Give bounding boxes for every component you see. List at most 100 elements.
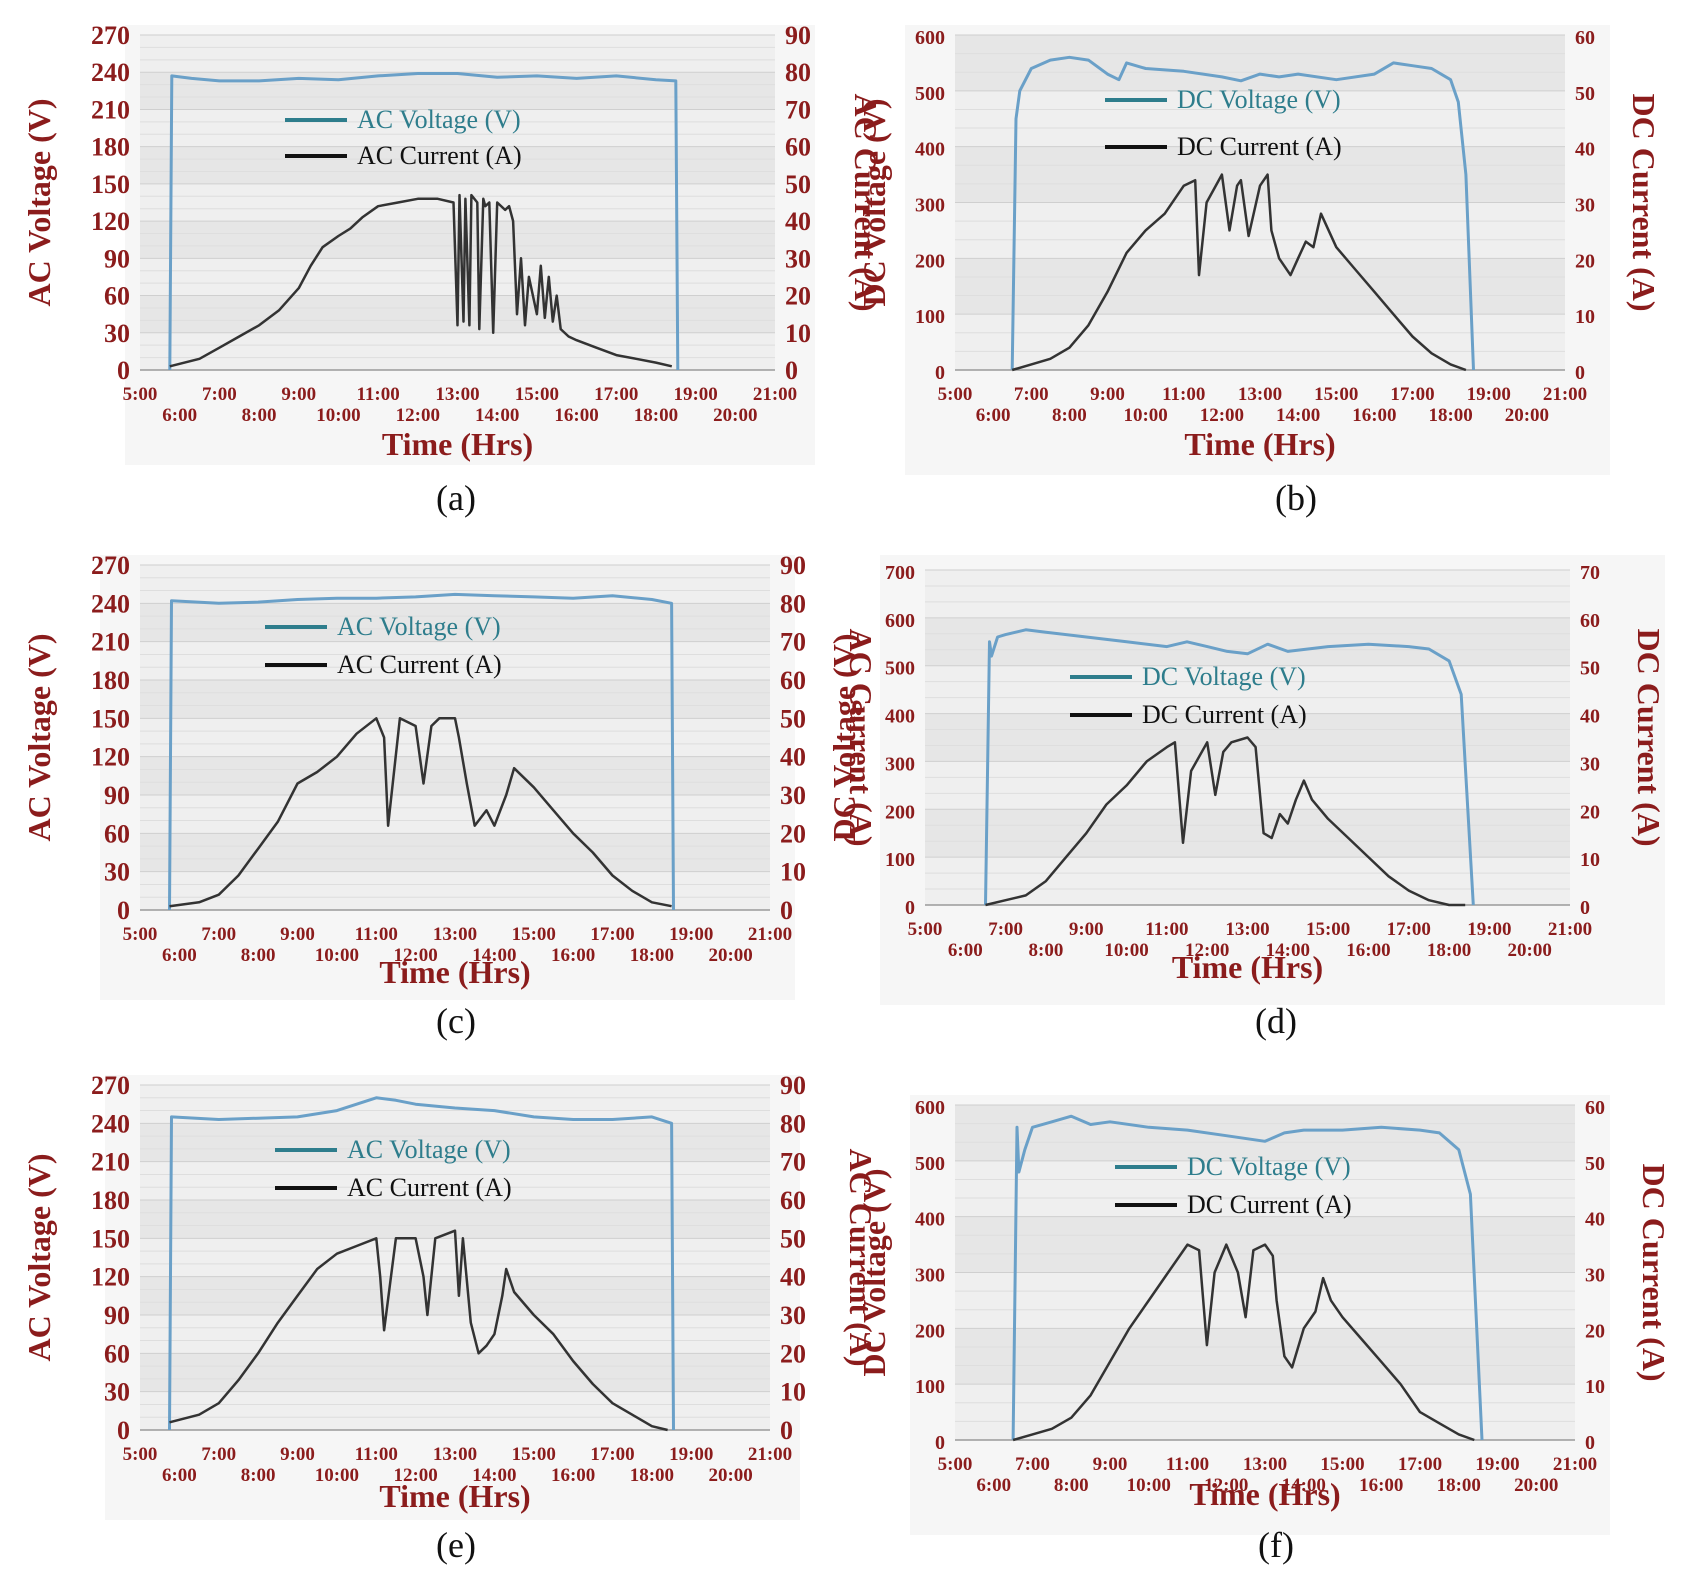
y-left-tick-label: 500 bbox=[885, 658, 915, 680]
x-axis-title: Time (Hrs) bbox=[1184, 426, 1335, 462]
grid-band bbox=[925, 713, 1570, 730]
y-left-tick-label: 300 bbox=[915, 195, 945, 217]
grid-band bbox=[140, 1378, 770, 1392]
series-line-voltage bbox=[168, 72, 680, 371]
y-right-tick-label: 0 bbox=[785, 356, 798, 385]
x-tick-label: 14:00 bbox=[1282, 1475, 1326, 1496]
x-tick-label: 16:00 bbox=[554, 405, 598, 426]
x-tick-label: 11:00 bbox=[355, 924, 398, 945]
grid-band bbox=[140, 756, 770, 770]
x-tick-label: 17:00 bbox=[590, 1444, 634, 1465]
x-tick-label: 16:00 bbox=[551, 945, 595, 966]
y-left-tick-label: 400 bbox=[915, 139, 945, 161]
x-axis-title: Time (Hrs) bbox=[382, 426, 533, 462]
x-tick-label: 21:00 bbox=[1543, 384, 1587, 405]
x-tick-label: 18:00 bbox=[630, 945, 674, 966]
y-right-tick-label: 90 bbox=[785, 21, 811, 50]
y-left-tick-label: 30 bbox=[104, 319, 130, 348]
x-tick-label: 10:00 bbox=[1104, 940, 1148, 961]
x-tick-label: 10:00 bbox=[1127, 1475, 1171, 1496]
x-tick-label: 14:00 bbox=[472, 945, 516, 966]
y-left-tick-label: 120 bbox=[91, 1263, 130, 1292]
y-left-tick-label: 600 bbox=[915, 27, 945, 49]
grid-band bbox=[140, 1289, 770, 1303]
grid-band bbox=[140, 833, 770, 847]
grid-band bbox=[140, 320, 775, 333]
grid-band bbox=[955, 276, 1565, 296]
grid-lines bbox=[140, 34, 775, 371]
panel-caption: (d) bbox=[1255, 1001, 1297, 1041]
x-tick-label: 6:00 bbox=[948, 940, 983, 961]
y-right-tick-label: 0 bbox=[1575, 362, 1585, 384]
x-tick-label: 6:00 bbox=[976, 1475, 1011, 1496]
x-tick-label: 13:00 bbox=[433, 924, 477, 945]
x-tick-label: 10:00 bbox=[315, 1465, 359, 1486]
legend-label: AC Voltage (V) bbox=[337, 612, 501, 641]
y-right-tick-label: 30 bbox=[780, 1301, 806, 1330]
y-right-tick-label: 20 bbox=[1575, 250, 1595, 272]
grid-band bbox=[955, 146, 1565, 166]
y-left-tick-label: 240 bbox=[91, 58, 130, 87]
y-right-tick-label: 0 bbox=[1580, 897, 1590, 919]
legend-label: AC Current (A) bbox=[347, 1173, 512, 1202]
y-left-tick-label: 90 bbox=[104, 781, 130, 810]
x-tick-label: 9:00 bbox=[1090, 384, 1125, 405]
y-left-tick-label: 270 bbox=[91, 1071, 130, 1100]
y-right-tick-label: 60 bbox=[780, 666, 806, 695]
x-tick-label: 15:00 bbox=[1320, 1454, 1364, 1475]
grid-band bbox=[955, 53, 1565, 73]
x-tick-label: 7:00 bbox=[988, 919, 1023, 940]
grid-band bbox=[925, 617, 1570, 634]
y-left-tick-label: 270 bbox=[91, 21, 130, 50]
y-left-axis-title: DC Voltage (V) bbox=[826, 634, 862, 842]
y-right-tick-label: 10 bbox=[1585, 1376, 1605, 1398]
x-tick-label: 9:00 bbox=[1069, 919, 1104, 940]
x-tick-label: 7:00 bbox=[202, 384, 237, 405]
y-left-tick-label: 150 bbox=[91, 704, 130, 733]
chart-panel-e: 0 30 60 90 120 150 180 210 240 270 0 10 20 30 40 50 60 70… bbox=[21, 1071, 879, 1565]
legend: DC Voltage (V) DC Current (A) bbox=[1105, 85, 1342, 161]
y-left-axis-title: DC Voltage (V) bbox=[856, 1169, 892, 1377]
y-left-tick-label: 210 bbox=[91, 628, 130, 657]
y-left-tick-label: 600 bbox=[915, 1097, 945, 1119]
grid-band bbox=[925, 809, 1570, 826]
grid-band bbox=[140, 1148, 770, 1162]
grid-band bbox=[925, 649, 1570, 666]
y-left-tick-label: 90 bbox=[104, 1301, 130, 1330]
y-left-tick-label: 100 bbox=[915, 1376, 945, 1398]
grid-band bbox=[140, 1302, 770, 1315]
y-right-tick-label: 50 bbox=[780, 1224, 806, 1253]
x-tick-label: 11:00 bbox=[356, 384, 399, 405]
y-right-tick-label: 40 bbox=[785, 207, 811, 236]
y-right-tick-label: 90 bbox=[780, 1071, 806, 1100]
x-tick-label: 11:00 bbox=[1145, 919, 1188, 940]
panel-caption: (e) bbox=[436, 1525, 476, 1565]
y-left-tick-label: 400 bbox=[885, 706, 915, 728]
grid-band bbox=[140, 692, 770, 706]
x-tick-label: 19:00 bbox=[1467, 919, 1511, 940]
x-tick-label: 18:00 bbox=[1428, 405, 1472, 426]
x-tick-label: 21:00 bbox=[753, 384, 797, 405]
grid-band bbox=[140, 628, 770, 642]
grid-band bbox=[955, 1142, 1575, 1161]
x-tick-label: 8:00 bbox=[241, 945, 276, 966]
grid-band bbox=[955, 165, 1565, 184]
y-left-tick-label: 240 bbox=[91, 589, 130, 618]
y-right-tick-label: 30 bbox=[785, 244, 811, 273]
x-tick-label: 17:00 bbox=[1390, 384, 1434, 405]
grid-band bbox=[955, 1346, 1575, 1366]
y-left-axis-title: AC Voltage (V) bbox=[21, 634, 57, 842]
x-tick-label: 15:00 bbox=[512, 1444, 556, 1465]
y-right-tick-label: 70 bbox=[1580, 562, 1600, 584]
y-right-tick-label: 40 bbox=[1585, 1209, 1605, 1231]
y-right-tick-label: 70 bbox=[785, 95, 811, 124]
y-right-tick-label: 80 bbox=[780, 589, 806, 618]
x-tick-label: 21:00 bbox=[1553, 1454, 1597, 1475]
grid-band bbox=[140, 1200, 770, 1213]
grid-band bbox=[925, 745, 1570, 762]
grid-band bbox=[140, 221, 775, 234]
x-tick-label: 19:00 bbox=[1475, 1454, 1519, 1475]
y-right-tick-label: 50 bbox=[785, 170, 811, 199]
y-left-tick-label: 100 bbox=[915, 306, 945, 328]
